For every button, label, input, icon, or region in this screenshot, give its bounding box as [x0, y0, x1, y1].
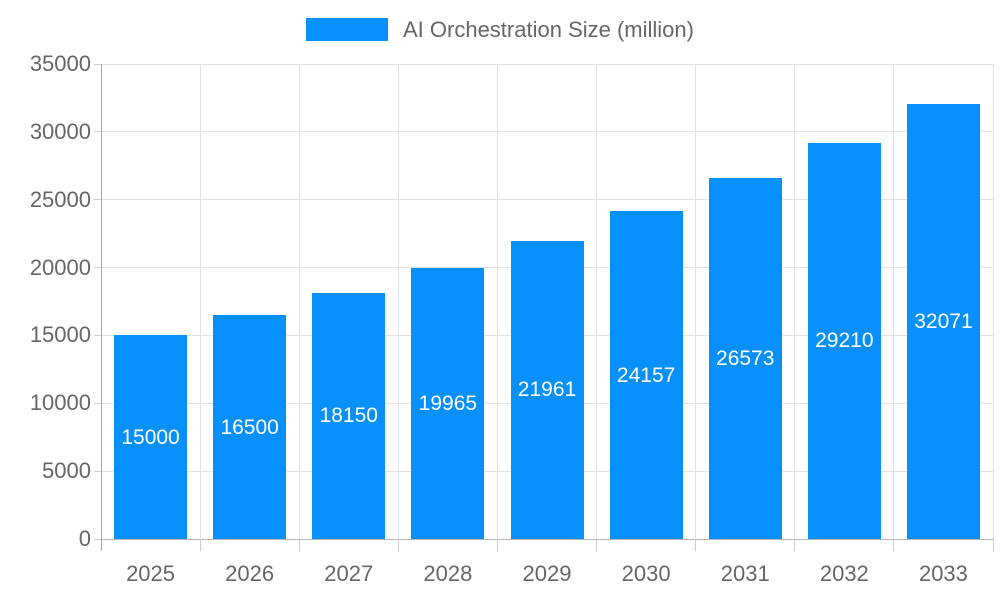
y-tick-label: 0: [78, 526, 91, 551]
bar-value-label: 26573: [716, 347, 775, 371]
y-tick-mark: [94, 402, 101, 404]
y-tick-mark: [94, 131, 101, 133]
bar-2028[interactable]: 19965: [411, 268, 485, 539]
x-tick-label: 2026: [225, 561, 275, 586]
x-tick-label: 2029: [522, 561, 572, 586]
v-gridline: [893, 64, 895, 539]
x-tick-mark: [298, 539, 300, 551]
bar-value-label: 24157: [616, 363, 676, 387]
h-gridline: [101, 63, 993, 65]
x-tick-label: 2033: [918, 561, 968, 586]
bar-value-label: 18150: [319, 404, 378, 428]
y-tick-mark: [94, 334, 101, 336]
v-gridline: [199, 64, 201, 539]
x-tick-label: 2032: [819, 561, 869, 586]
x-tick-mark: [596, 539, 598, 551]
x-tick-label: 2027: [324, 561, 374, 586]
bar-2027[interactable]: 18150: [312, 292, 386, 539]
x-tick-mark: [695, 539, 697, 551]
legend-swatch-icon: [306, 18, 388, 41]
bar-2025[interactable]: 15000: [114, 335, 188, 539]
bar-value-label: 19965: [418, 392, 478, 415]
bar-2031[interactable]: 26573: [708, 178, 782, 539]
x-tick-label: 2028: [423, 561, 473, 586]
y-tick-label: 5000: [42, 458, 91, 484]
bar-value-label: 29210: [815, 329, 874, 353]
x-tick-mark: [496, 539, 498, 551]
x-tick-mark: [199, 539, 201, 551]
y-tick-label: 30000: [29, 118, 91, 144]
y-tick-label: 15000: [29, 322, 91, 348]
y-tick-label: 35000: [29, 51, 91, 76]
x-tick-mark: [397, 539, 399, 551]
bar-value-label: 16500: [220, 415, 279, 439]
x-axis-line: [101, 538, 993, 540]
y-tick-label: 10000: [29, 390, 91, 416]
legend-label: AI Orchestration Size (million): [403, 16, 694, 42]
bar-2026[interactable]: 16500: [213, 315, 287, 539]
v-gridline: [596, 64, 598, 539]
x-tick-label: 2030: [621, 561, 671, 586]
y-tick-label: 25000: [29, 186, 91, 212]
x-tick-label: 2025: [126, 561, 176, 586]
x-tick-mark: [100, 539, 102, 551]
bar-2033[interactable]: 32071: [906, 103, 980, 539]
h-gridline: [101, 199, 993, 201]
y-tick-mark: [94, 267, 101, 269]
y-tick-mark: [94, 63, 101, 65]
x-tick-mark: [794, 539, 796, 551]
legend[interactable]: AI Orchestration Size (million): [0, 18, 1000, 41]
v-gridline: [298, 64, 300, 539]
v-gridline: [496, 64, 498, 539]
v-gridline: [794, 64, 796, 539]
y-axis-line: [100, 64, 102, 539]
bar-value-label: 21961: [517, 378, 577, 402]
y-tick-mark: [94, 199, 101, 201]
y-tick-mark: [94, 538, 101, 540]
y-tick-label: 20000: [29, 254, 91, 280]
v-gridline: [397, 64, 399, 539]
v-gridline: [992, 64, 994, 539]
bar-2030[interactable]: 24157: [609, 211, 683, 539]
bar-2032[interactable]: 29210: [807, 142, 881, 539]
y-tick-mark: [94, 470, 101, 472]
x-tick-label: 2031: [720, 561, 770, 586]
x-tick-mark: [893, 539, 895, 551]
x-tick-mark: [992, 539, 994, 551]
bar-2029[interactable]: 21961: [510, 240, 584, 539]
h-gridline: [101, 131, 993, 133]
v-gridline: [695, 64, 697, 539]
bar-value-label: 15000: [121, 425, 180, 449]
bar-value-label: 32071: [914, 309, 973, 333]
